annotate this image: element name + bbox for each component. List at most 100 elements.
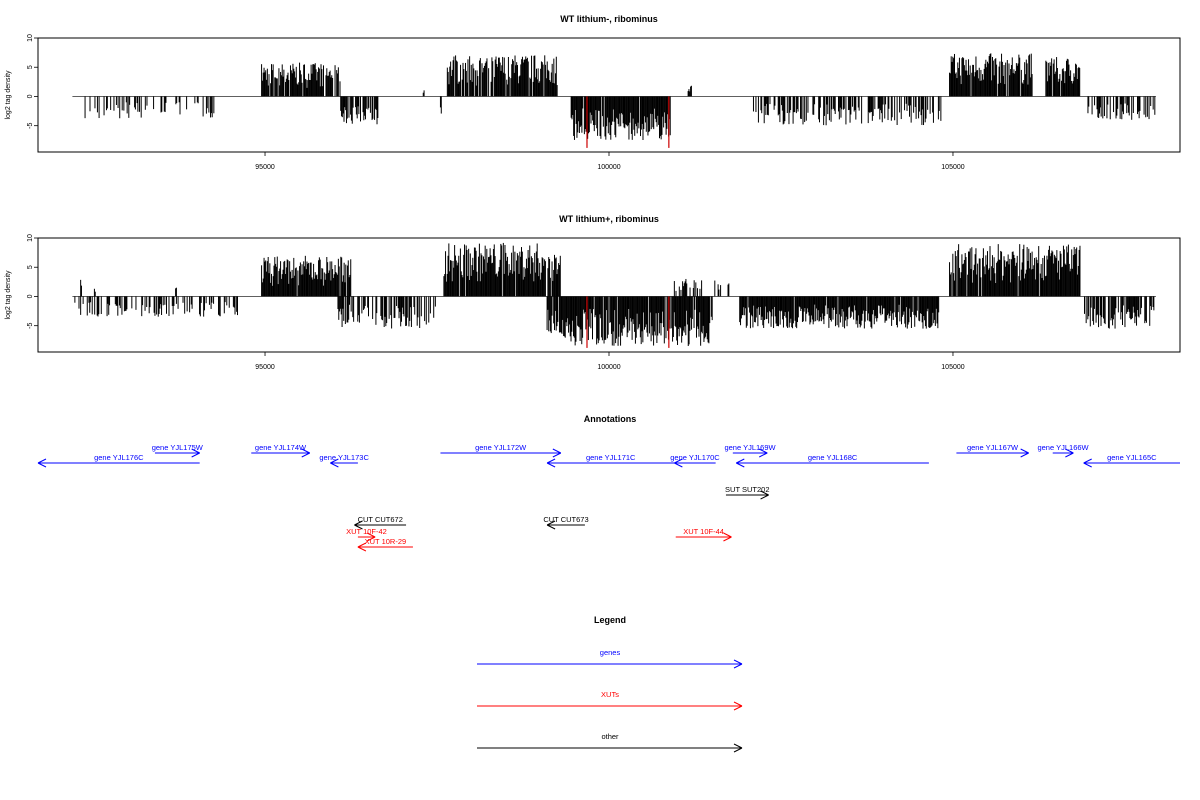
- arrow-head: [354, 520, 363, 526]
- arrow-head: [760, 494, 769, 500]
- arrow-head: [552, 448, 562, 454]
- feature-gene: gene YJL170C: [670, 453, 720, 468]
- arrow-head: [1065, 452, 1074, 458]
- arrow-head: [759, 448, 768, 454]
- feature-label: XUT 10F-44: [683, 527, 724, 536]
- arrow-head: [366, 536, 376, 542]
- feature-label: XUT 10R-29: [365, 537, 407, 546]
- feature-label: gene YJL168C: [808, 453, 858, 462]
- arrow-head: [552, 452, 562, 458]
- arrow-head: [1020, 448, 1029, 454]
- arrow-head: [674, 462, 683, 468]
- legend-item-xut: XUTs: [477, 690, 743, 711]
- arrow-head: [357, 546, 367, 552]
- arrow-head: [733, 663, 743, 669]
- arrow-head: [759, 452, 768, 458]
- y-tick-label: 0: [27, 294, 34, 298]
- legend-title: Legend: [594, 615, 626, 625]
- feature-label: gene YJL166W: [1037, 443, 1089, 452]
- feature-label: gene YJL172W: [475, 443, 527, 452]
- feature-label: gene YJL173C: [319, 453, 369, 462]
- density-plot-lithium-plus: WT lithium+, ribominus log2 tag density …: [5, 214, 1181, 371]
- feature-label: CUT CUT673: [543, 515, 588, 524]
- feature-gene: gene YJL173C: [319, 453, 369, 468]
- x-tick-label: 100000: [597, 364, 620, 371]
- y-tick-label: 0: [27, 94, 34, 98]
- feature-label: gene YJL175W: [152, 443, 204, 452]
- arrow-head: [760, 490, 769, 496]
- feature-label: SUT SUT202: [725, 485, 769, 494]
- arrow-head: [546, 458, 556, 464]
- legend-item-other: other: [477, 732, 743, 753]
- arrow-head: [733, 701, 743, 707]
- y-tick-label: 10: [27, 34, 34, 42]
- density-plot-lithium-minus: WT lithium-, ribominus log2 tag density …: [5, 14, 1181, 171]
- feature-xut: XUT 10F-42: [346, 527, 387, 542]
- arrow-head: [1083, 458, 1092, 464]
- feature-gene: gene YJL169W: [724, 443, 777, 458]
- series-minus-strand: [84, 96, 1156, 140]
- arrow-head: [357, 542, 367, 548]
- feature-other: CUT CUT673: [543, 515, 589, 530]
- arrow-head: [1065, 448, 1074, 454]
- x-tick-label: 105000: [941, 364, 964, 371]
- y-tick-label: -5: [27, 322, 34, 328]
- arrow-head: [37, 458, 47, 464]
- legend-label: genes: [600, 648, 621, 657]
- arrow-head: [301, 452, 310, 458]
- plot-title: WT lithium+, ribominus: [559, 214, 659, 224]
- arrow-head: [733, 705, 743, 711]
- feature-gene: gene YJL165C: [1083, 453, 1180, 468]
- feature-gene: gene YJL166W: [1037, 443, 1090, 458]
- feature-xut: XUT 10R-29: [357, 537, 413, 552]
- series-plus-strand: [261, 53, 1081, 97]
- arrow-head: [733, 747, 743, 753]
- arrow-head: [546, 520, 556, 526]
- feature-gene: gene YJL172W: [440, 443, 562, 458]
- arrow-head: [330, 458, 339, 464]
- feature-label: CUT CUT672: [358, 515, 403, 524]
- arrow-head: [723, 532, 732, 538]
- feature-other: CUT CUT672: [354, 515, 407, 530]
- arrow-head: [191, 452, 200, 458]
- y-tick-label: 5: [27, 265, 34, 269]
- feature-label: gene YJL165C: [1107, 453, 1157, 462]
- feature-other: SUT SUT202: [725, 485, 770, 500]
- y-tick-label: -5: [27, 122, 34, 128]
- y-axis-label: log2 tag density: [5, 70, 12, 120]
- annotations-track: Annotations gene YJL176C gene YJL175W gene…: [37, 414, 1180, 552]
- feature-xut: XUT 10F-44: [675, 527, 732, 542]
- feature-gene: gene YJL176C: [37, 453, 200, 468]
- feature-gene: gene YJL174W: [251, 443, 310, 458]
- arrow-head: [674, 458, 683, 464]
- arrow-head: [546, 524, 556, 530]
- feature-gene: gene YJL171C: [546, 453, 675, 468]
- feature-label: gene YJL176C: [94, 453, 144, 462]
- arrow-head: [736, 462, 745, 468]
- y-tick-label: 10: [27, 234, 34, 242]
- feature-gene: gene YJL167W: [956, 443, 1029, 458]
- arrow-head: [733, 743, 743, 749]
- plot-title: WT lithium-, ribominus: [560, 14, 658, 24]
- arrow-head: [723, 536, 732, 542]
- legend-label: XUTs: [601, 690, 619, 699]
- arrow-head: [546, 462, 556, 468]
- feature-label: gene YJL174W: [255, 443, 307, 452]
- arrow-head: [733, 659, 743, 665]
- arrow-head: [736, 458, 745, 464]
- arrow-head: [1020, 452, 1029, 458]
- series-plus-strand: [80, 242, 1081, 297]
- arrow-head: [354, 524, 363, 530]
- arrow-head: [37, 462, 47, 468]
- feature-label: gene YJL170C: [670, 453, 720, 462]
- arrow-head: [330, 462, 339, 468]
- feature-label: XUT 10F-42: [346, 527, 387, 536]
- series-minus-strand: [74, 296, 1155, 347]
- y-axis-label: log2 tag density: [5, 270, 12, 320]
- arrow-head: [1083, 462, 1092, 468]
- arrow-head: [191, 448, 200, 454]
- x-tick-label: 95000: [255, 364, 275, 371]
- x-tick-label: 95000: [255, 164, 275, 171]
- arrow-head: [366, 532, 376, 538]
- annotations-title: Annotations: [584, 414, 637, 424]
